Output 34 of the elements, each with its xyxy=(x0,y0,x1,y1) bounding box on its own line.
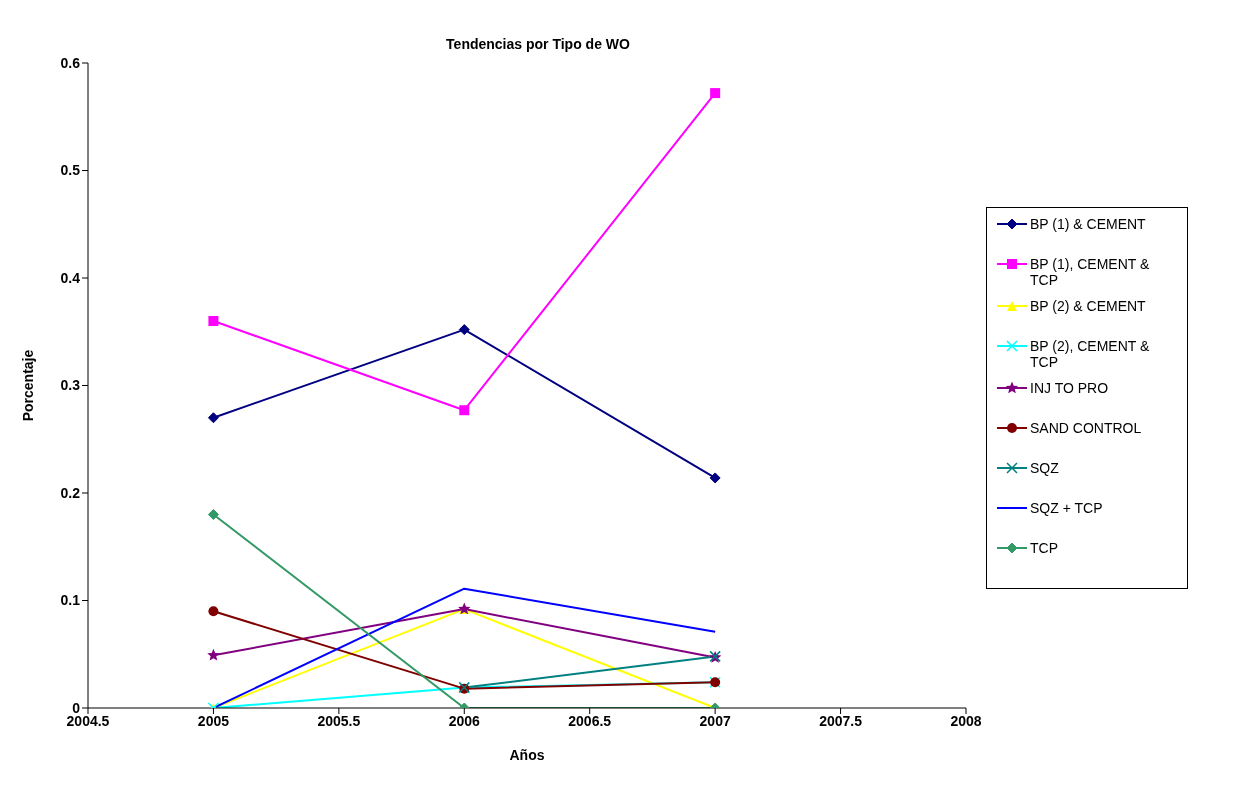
point xyxy=(208,316,219,326)
legend-label: BP (1) & CEMENT xyxy=(1030,216,1146,232)
point xyxy=(710,88,721,99)
legend-label: SAND CONTROL xyxy=(1030,420,1142,436)
y-tick-label: 0.2 xyxy=(60,484,81,501)
point xyxy=(709,472,721,484)
legend-label: BP (2) & CEMENT xyxy=(1030,298,1146,314)
legend-label: TCP xyxy=(1030,540,1058,556)
point xyxy=(207,648,220,661)
x-tick-label: 2006.5 xyxy=(568,712,612,729)
x-tick-label: 2007.5 xyxy=(819,712,863,729)
legend-label: INJ TO PRO xyxy=(1030,380,1109,396)
point xyxy=(207,509,219,520)
x-tick-label: 2007 xyxy=(699,712,731,729)
y-tick-label: 0.1 xyxy=(60,592,81,609)
legend-label: BP (2), CEMENT & TCP xyxy=(1030,338,1151,370)
point xyxy=(458,324,470,336)
x-tick-label: 2008 xyxy=(950,712,982,729)
y-tick-label: 0.4 xyxy=(60,269,81,286)
chart-title: Tendencias por Tipo de WO xyxy=(445,36,631,52)
x-tick-label: 2005 xyxy=(197,712,230,729)
legend-label: SQZ + TCP xyxy=(1030,500,1103,516)
y-tick-label: 0.3 xyxy=(60,377,81,394)
y-tick-label: 0.6 xyxy=(60,54,81,71)
x-axis-title: Años xyxy=(509,747,545,763)
x-tick-label: 2005.5 xyxy=(317,712,361,729)
y-tick-label: 0.5 xyxy=(60,162,81,179)
point xyxy=(459,405,470,416)
y-axis-title: Porcentaje xyxy=(19,349,36,422)
legend-label: SQZ xyxy=(1030,460,1059,476)
x-tick-label: 2006 xyxy=(448,712,481,729)
point xyxy=(207,412,219,424)
point xyxy=(208,606,219,617)
legend-label: BP (1), CEMENT & TCP xyxy=(1030,256,1151,288)
